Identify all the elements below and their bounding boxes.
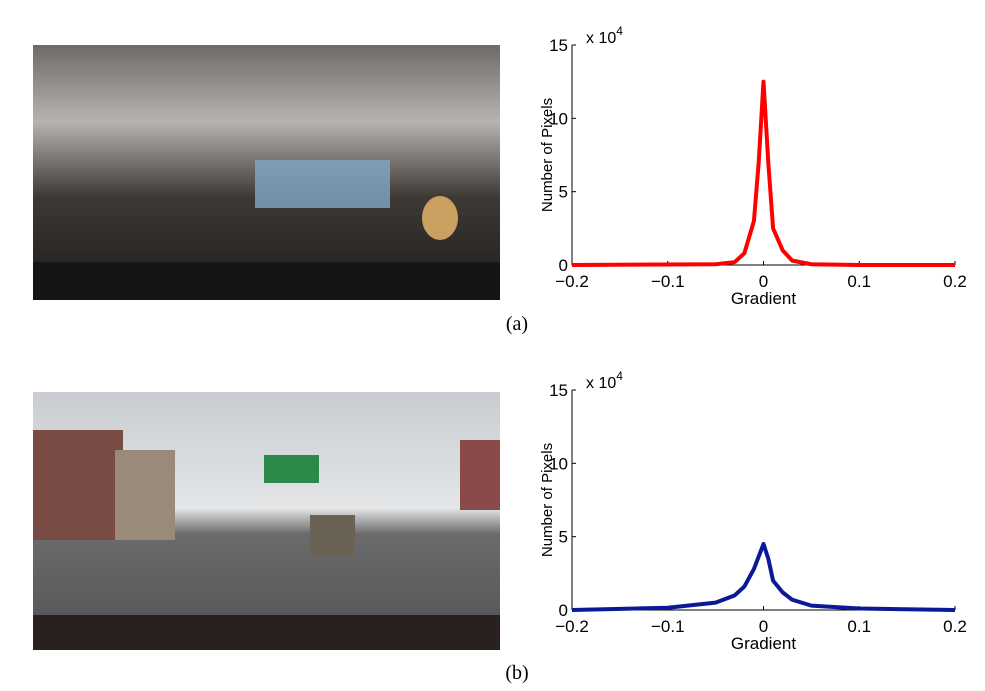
x-tick-label: −0.2: [555, 617, 589, 636]
figure: (a) (b) 051015−0.2−0.100.10.2GradientNum…: [0, 0, 985, 691]
caption: (a): [506, 313, 528, 335]
y-tick-label: 15: [549, 36, 568, 55]
y-tick-label: 5: [559, 528, 568, 547]
x-tick-label: −0.1: [651, 272, 685, 291]
line: [572, 82, 955, 265]
x-tick-label: 0.1: [847, 272, 871, 291]
y-axis-label: Number of Pixels: [539, 98, 556, 212]
y-multiplier: x 104: [586, 369, 623, 392]
y-axis-label: Number of Pixels: [539, 443, 556, 557]
caption: (b): [505, 662, 528, 684]
photo-a: [33, 45, 500, 300]
x-tick-label: −0.2: [555, 272, 589, 291]
x-tick-label: 0.2: [943, 617, 967, 636]
y-multiplier: x 104: [586, 24, 623, 47]
y-multiplier-base: x 10: [586, 30, 616, 47]
x-axis-label: Gradient: [731, 634, 796, 653]
x-tick-label: 0.1: [847, 617, 871, 636]
y-tick-label: 15: [549, 381, 568, 400]
x-tick-label: 0.2: [943, 272, 967, 291]
x-axis-label: Gradient: [731, 289, 796, 308]
y-multiplier-exponent: 4: [616, 24, 623, 38]
x-tick-label: −0.1: [651, 617, 685, 636]
y-multiplier-exponent: 4: [616, 369, 623, 383]
y-multiplier-base: x 10: [586, 375, 616, 392]
y-tick-label: 5: [559, 183, 568, 202]
line: [572, 544, 955, 610]
photo-b: [33, 392, 500, 650]
